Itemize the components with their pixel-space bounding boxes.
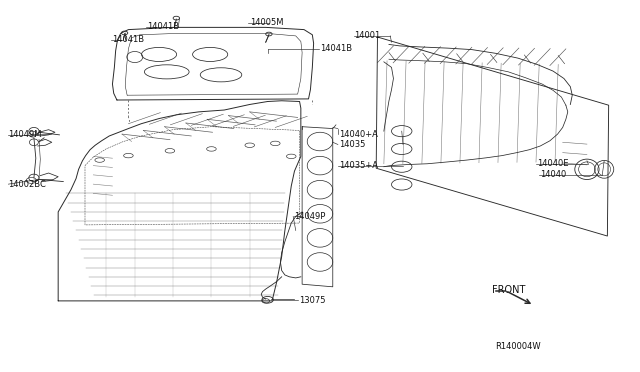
Text: R140004W: R140004W [495, 341, 541, 350]
Text: 13075: 13075 [300, 296, 326, 305]
Text: 14035: 14035 [339, 140, 365, 149]
Text: 14035+A: 14035+A [339, 161, 378, 170]
Text: 14041B: 14041B [148, 22, 180, 31]
Text: FRONT: FRONT [492, 285, 526, 295]
Text: 14040E: 14040E [537, 159, 568, 168]
Text: 14040+A: 14040+A [339, 129, 378, 139]
Text: 14041B: 14041B [113, 35, 145, 44]
Text: 14049M: 14049M [8, 130, 42, 140]
Text: 14002BC: 14002BC [8, 180, 46, 189]
Text: 14005M: 14005M [250, 19, 284, 28]
Text: 14041B: 14041B [320, 44, 352, 53]
Text: 14040: 14040 [540, 170, 566, 179]
Text: 14049P: 14049P [294, 212, 326, 221]
Text: 14001: 14001 [354, 31, 380, 41]
